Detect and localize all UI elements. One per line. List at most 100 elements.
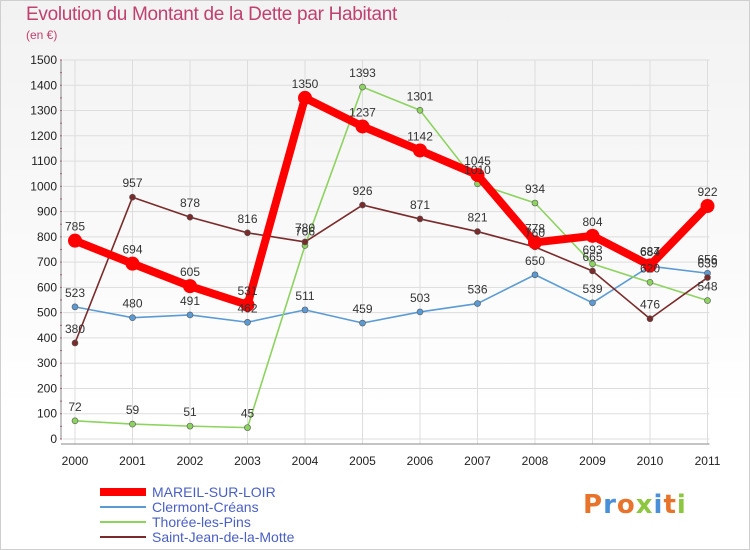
data-label: 459 <box>352 302 372 316</box>
data-label: 934 <box>525 182 545 196</box>
data-label: 620 <box>640 261 660 275</box>
data-label: 760 <box>525 226 545 240</box>
data-point <box>531 199 539 207</box>
y-tick-label: 300 <box>37 356 57 370</box>
x-tick-label: 2001 <box>119 454 146 468</box>
data-label: 59 <box>126 403 140 417</box>
data-point <box>186 213 194 221</box>
x-tick-label: 2011 <box>695 454 721 468</box>
logo-letter: o <box>616 490 636 520</box>
data-label: 816 <box>237 212 257 226</box>
y-tick-label: 700 <box>37 255 57 269</box>
data-label: 778 <box>525 221 545 235</box>
data-point <box>183 279 197 294</box>
series-line-1 <box>74 265 709 324</box>
data-label: 531 <box>237 284 257 298</box>
y-tick-label: 600 <box>37 280 57 294</box>
data-point <box>646 279 654 286</box>
data-point <box>474 228 481 235</box>
data-label: 480 <box>122 297 142 311</box>
data-label: 780 <box>295 221 315 235</box>
series-line-2 <box>74 86 709 429</box>
logo-letter: i <box>676 490 687 520</box>
data-label: 462 <box>237 301 257 315</box>
data-point <box>129 193 136 201</box>
data-label: 957 <box>122 176 142 190</box>
y-tick-label: 1000 <box>30 179 57 193</box>
data-point <box>416 215 424 223</box>
data-point <box>359 201 366 209</box>
legend-label: Clermont-Créans <box>152 499 259 515</box>
data-point <box>643 258 657 273</box>
proxiti-logo: Proxiti <box>583 490 687 520</box>
data-label: 687 <box>640 244 660 258</box>
logo-letter: t <box>663 490 677 520</box>
x-tick-label: 2000 <box>62 454 89 468</box>
data-point <box>589 299 596 307</box>
data-point <box>704 274 711 281</box>
data-point <box>413 143 427 158</box>
data-label: 605 <box>180 265 200 279</box>
y-tick-label: 1400 <box>30 78 57 92</box>
data-point <box>298 90 312 105</box>
y-tick-label: 500 <box>37 306 57 320</box>
data-point <box>589 267 596 275</box>
data-point <box>186 311 194 319</box>
x-tick-label: 2009 <box>579 454 606 468</box>
data-label: 1010 <box>464 163 491 177</box>
y-tick-label: 900 <box>37 205 57 219</box>
x-tick-label: 2007 <box>464 454 491 468</box>
y-tick-label: 200 <box>37 381 57 395</box>
data-label: 693 <box>582 243 602 257</box>
y-tick-label: 1500 <box>30 53 57 67</box>
data-point <box>589 260 596 268</box>
data-point <box>470 167 485 182</box>
data-label: 684 <box>640 245 660 259</box>
data-point <box>71 303 79 311</box>
logo-letter: r <box>603 490 617 520</box>
data-point <box>71 417 79 425</box>
data-label: 656 <box>697 252 717 266</box>
data-point <box>301 238 309 246</box>
data-label: 523 <box>65 286 85 300</box>
data-label: 766 <box>295 224 315 238</box>
data-label: 536 <box>467 283 487 297</box>
data-point <box>704 297 711 304</box>
data-label: 476 <box>640 298 660 312</box>
data-label: 1237 <box>349 105 376 119</box>
data-label: 665 <box>582 250 602 264</box>
data-point <box>301 306 309 314</box>
data-point <box>244 424 251 431</box>
data-label: 51 <box>183 405 197 419</box>
y-tick-label: 1200 <box>30 129 57 143</box>
data-label: 878 <box>180 196 200 210</box>
data-label: 1393 <box>349 66 376 80</box>
data-label: 804 <box>582 215 602 229</box>
data-point <box>474 300 481 307</box>
data-point <box>528 235 542 250</box>
y-tick-label: 800 <box>37 230 57 244</box>
data-label: 694 <box>122 243 142 257</box>
legend-label: MAREIL-SUR-LOIR <box>152 484 276 500</box>
data-point <box>700 199 715 214</box>
x-tick-label: 2005 <box>349 454 376 468</box>
data-point <box>416 106 424 114</box>
data-label: 511 <box>295 289 314 303</box>
data-label: 871 <box>410 198 430 212</box>
data-point <box>125 256 140 271</box>
data-label: 785 <box>65 220 85 234</box>
logo-letter: i <box>653 490 664 520</box>
data-label: 926 <box>352 184 372 198</box>
y-tick-label: 400 <box>37 331 57 345</box>
data-point <box>71 339 79 347</box>
data-label: 1142 <box>407 129 433 143</box>
data-point <box>531 271 539 279</box>
data-point <box>359 319 366 327</box>
series-line-0 <box>71 93 712 309</box>
data-label: 380 <box>65 322 85 336</box>
data-label: 650 <box>525 254 545 268</box>
data-point <box>244 229 251 237</box>
y-tick-label: 1300 <box>30 104 57 118</box>
y-tick-label: 0 <box>50 432 57 446</box>
chart-title: Evolution du Montant de la Dette par Hab… <box>26 4 397 25</box>
